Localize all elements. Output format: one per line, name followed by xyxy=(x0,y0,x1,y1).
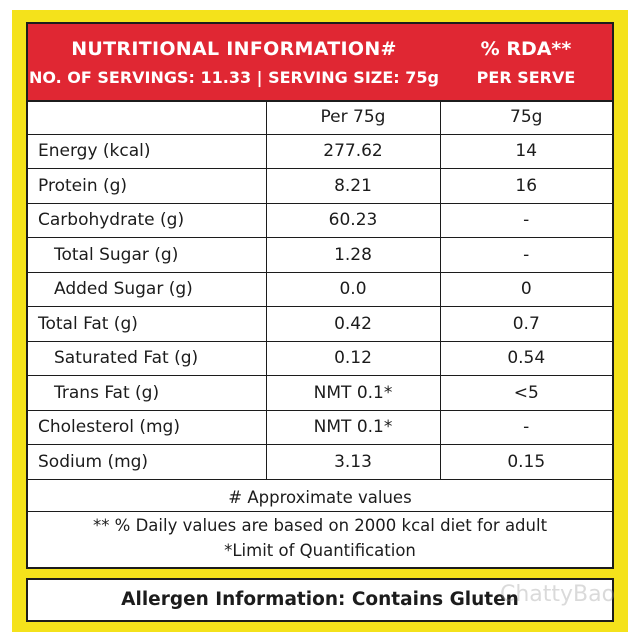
table-row: Protein (g) 8.21 16 xyxy=(28,168,612,204)
nutrient-rda-value: 0 xyxy=(439,271,612,307)
nutrient-name: Added Sugar (g) xyxy=(28,271,267,307)
nutrient-per-value: 0.0 xyxy=(265,271,441,307)
nutrient-rda-value: 16 xyxy=(439,168,612,204)
nutrient-per-value: 8.21 xyxy=(265,168,441,204)
divider xyxy=(28,511,612,512)
nutrient-name: Carbohydrate (g) xyxy=(28,202,267,238)
nutrient-name: Saturated Fat (g) xyxy=(28,340,267,376)
nutrient-per-value: NMT 0.1* xyxy=(265,375,441,411)
column-header-per: Per 75g xyxy=(265,100,441,135)
nutrient-name: Cholesterol (mg) xyxy=(28,409,267,445)
nutrient-rda-value: 0.7 xyxy=(439,306,612,342)
nutrition-table: Per 75g 75g Energy (kcal) 277.62 14 Protein… xyxy=(28,100,612,480)
nutrient-per-value: 277.62 xyxy=(265,133,441,169)
table-row: Energy (kcal) 277.62 14 xyxy=(28,133,612,169)
nutrient-name: Sodium (mg) xyxy=(28,444,267,480)
nutrient-rda-value: 0.54 xyxy=(439,340,612,376)
nutrient-per-value: 1.28 xyxy=(265,237,441,273)
nutrient-name: Protein (g) xyxy=(28,168,267,204)
nutrient-per-value: 0.12 xyxy=(265,340,441,376)
table-row: Carbohydrate (g) 60.23- xyxy=(28,202,612,238)
nutrient-name: Energy (kcal) xyxy=(28,133,267,169)
table-row: Sodium (mg) 3.13 0.15 xyxy=(28,444,612,480)
daily-values-note: ** % Daily values are based on 2000 kcal… xyxy=(92,516,548,535)
table-row: Total Fat (g) 0.42 0.7 xyxy=(28,306,612,342)
nutrient-rda-value: - xyxy=(439,237,612,273)
nutrient-per-value: 0.42 xyxy=(265,306,441,342)
header-rda-title: % RDA** xyxy=(480,38,572,60)
nutrient-rda-value: <5 xyxy=(439,375,612,411)
header-servings: NO. OF SERVINGS: 11.33 | SERVING SIZE: 7… xyxy=(28,68,439,87)
nutrient-name: Total Fat (g) xyxy=(28,306,267,342)
nutrition-header: NUTRITIONAL INFORMATION# NO. OF SERVINGS… xyxy=(28,24,612,102)
nutrient-rda-value: - xyxy=(439,202,612,238)
allergen-info: Allergen Information: Contains Gluten xyxy=(26,578,614,622)
loq-note: *Limit of Quantification xyxy=(224,541,416,560)
nutrient-rda-value: 14 xyxy=(439,133,612,169)
table-row: Added Sugar (g) 0.0 0 xyxy=(28,271,612,307)
table-row: Total Sugar (g) 1.28- xyxy=(28,237,612,273)
table-column-header-row: Per 75g 75g xyxy=(28,100,612,135)
nutrient-rda-value: - xyxy=(439,409,612,445)
nutrient-rda-value: 0.15 xyxy=(439,444,612,480)
header-title: NUTRITIONAL INFORMATION# xyxy=(71,38,397,60)
nutrient-per-value: NMT 0.1* xyxy=(265,409,441,445)
watermark: ChattyBao xyxy=(500,582,616,607)
table-row: Trans Fat (g) NMT 0.1* <5 xyxy=(28,375,612,411)
column-header-rda: 75g xyxy=(439,100,612,135)
header-rda-sub: PER SERVE xyxy=(476,68,576,87)
table-row: Cholesterol (mg) NMT 0.1* - xyxy=(28,409,612,445)
nutrient-name: Total Sugar (g) xyxy=(28,237,267,273)
column-header-nutrient xyxy=(28,100,267,135)
nutrient-per-value: 3.13 xyxy=(265,444,441,480)
yellow-label-frame: NUTRITIONAL INFORMATION# NO. OF SERVINGS… xyxy=(12,10,628,632)
table-row: Saturated Fat (g) 0.12 0.54 xyxy=(28,340,612,376)
nutrient-name: Trans Fat (g) xyxy=(28,375,267,411)
nutrition-table-panel: NUTRITIONAL INFORMATION# NO. OF SERVINGS… xyxy=(26,22,614,569)
approx-note: # Approximate values xyxy=(228,488,412,507)
nutrient-per-value: 60.23 xyxy=(265,202,441,238)
